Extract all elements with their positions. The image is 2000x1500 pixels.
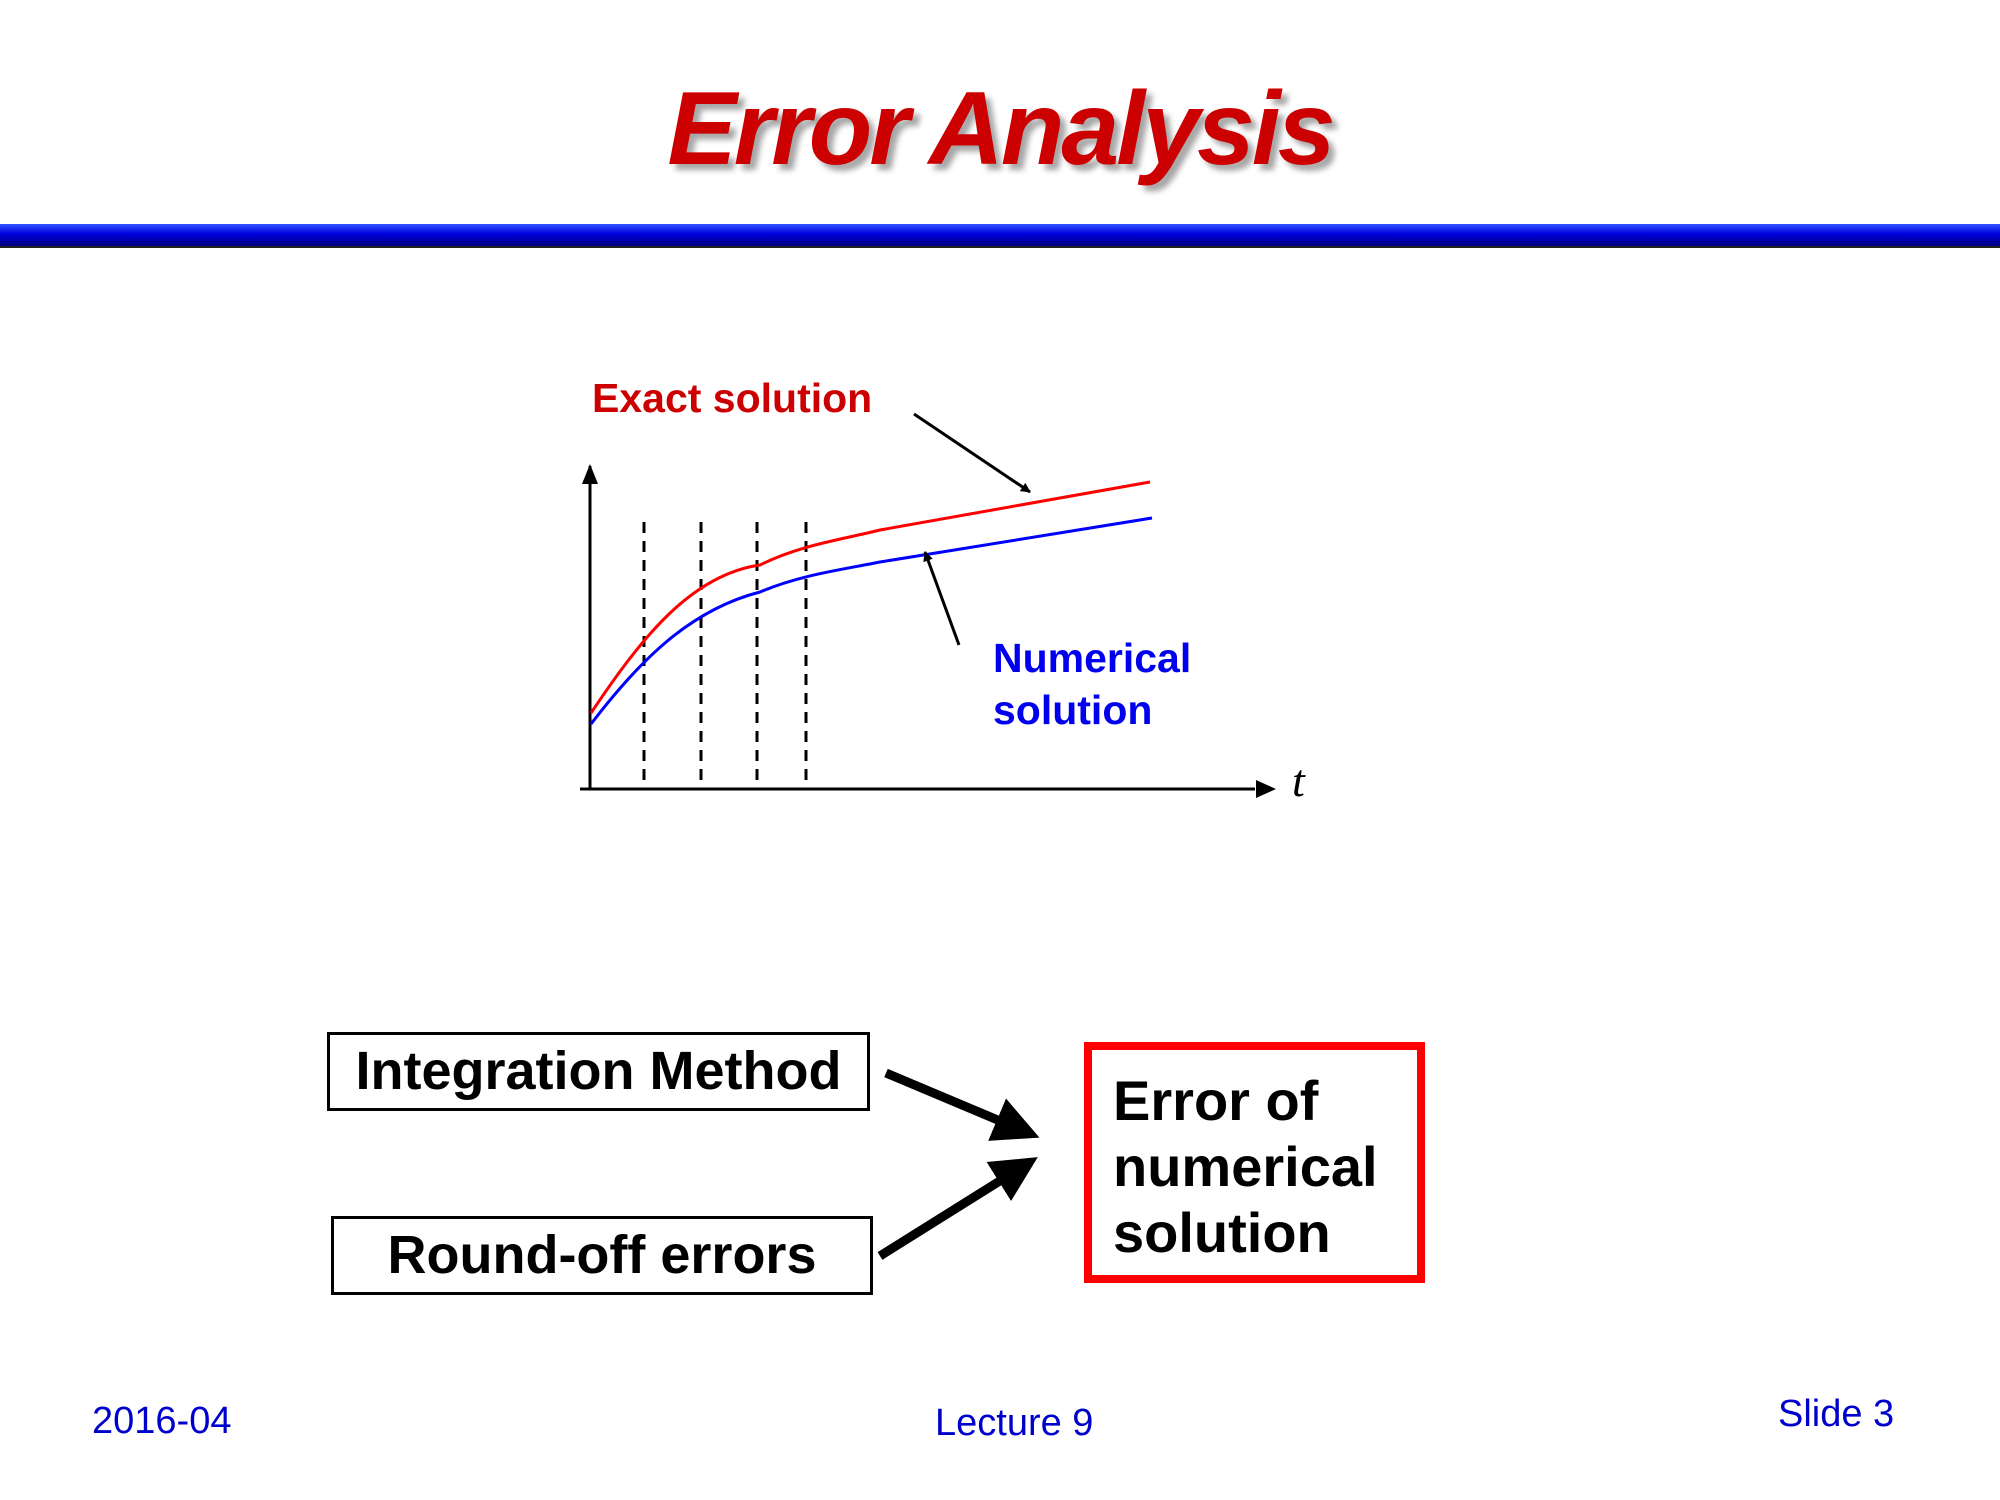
footer-lecture: Lecture 9 [935,1402,1094,1444]
numerical-label-line1: Numerical [993,635,1192,681]
integration-method-box: Integration Method [327,1032,870,1111]
slide-title: Error Analysis [667,71,1335,187]
footer-date: 2016-04 [92,1400,232,1442]
exact-solution-curve [589,480,1151,714]
numerical-pointer-arrow [923,551,961,646]
exact-pointer-arrow [913,412,1031,494]
error-of-numerical-solution-box: Error of numerical solution [1084,1042,1425,1283]
numerical-solution-curve [589,516,1153,725]
title-divider-bar [0,224,2000,248]
x-axis-arrowhead [1256,780,1276,798]
error-box-line3: solution [1113,1201,1331,1264]
error-box-line2: numerical [1113,1135,1378,1198]
error-box-line1: Error of [1113,1069,1319,1132]
numerical-solution-label: Numerical solution [993,632,1191,736]
roundoff-to-error-arrow [877,1157,1038,1260]
exact-solution-label: Exact solution [592,375,873,421]
y-axis-arrowhead [582,464,598,484]
numerical-label-line2: solution [993,687,1153,733]
x-axis-label: t [1292,755,1305,806]
integration-to-error-arrow [884,1068,1040,1141]
round-off-errors-box: Round-off errors [331,1216,873,1295]
footer-slide-number: Slide 3 [1778,1393,1895,1435]
